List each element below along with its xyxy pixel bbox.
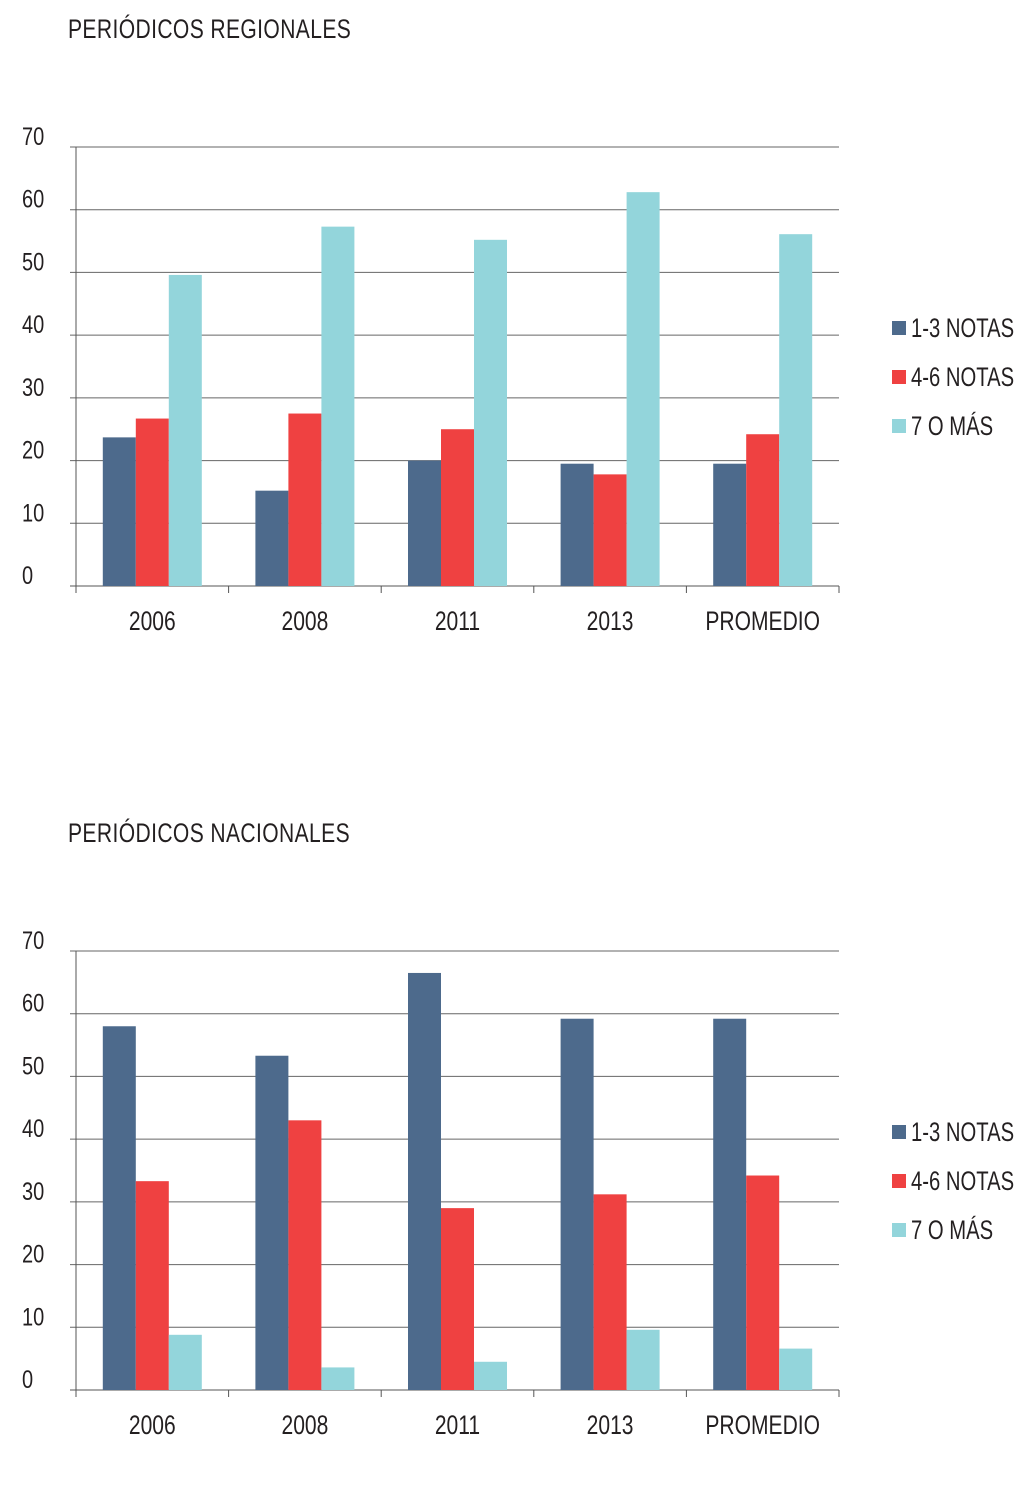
bar-2 <box>441 1208 474 1390</box>
chart-title: PERIÓDICOS NACIONALES <box>68 818 351 848</box>
bar-2 <box>135 1181 169 1390</box>
bar-3 <box>779 234 813 586</box>
bar-2 <box>288 1120 322 1390</box>
x-tick-label: 2006 <box>129 1411 176 1437</box>
bar-1 <box>102 1026 136 1390</box>
chart-plot: 0 10 20 30 40 50 60 70 2006 2008 2011 2013 PROMEDIO <box>22 123 840 637</box>
bar-3 <box>168 274 202 586</box>
bar-3 <box>779 1348 813 1390</box>
y-tick-label: 60 <box>22 990 44 1018</box>
y-tick-label: 20 <box>22 1240 44 1268</box>
bar-3 <box>168 1334 202 1390</box>
x-tick-label: 2013 <box>587 1411 634 1437</box>
legend-item-7-o-mas: 7 O MÁS <box>892 411 1017 441</box>
y-tick-label: 10 <box>22 1303 44 1331</box>
bar-1 <box>713 1018 747 1390</box>
legend-item-1-3-notas: 1-3 NOTAS <box>892 313 1017 343</box>
y-tick-label: 0 <box>22 562 33 590</box>
bar-3 <box>626 1329 660 1390</box>
bar-2 <box>441 429 474 586</box>
legend-item-1-3-notas: 1-3 NOTAS <box>892 1117 1017 1147</box>
bar-3 <box>321 1367 355 1390</box>
x-tick-label: PROMEDIO <box>705 607 820 637</box>
chart-plot: 0 10 20 30 40 50 60 70 2006 2008 2011 2013 PROMEDIO <box>22 927 840 1437</box>
bar-3 <box>321 226 355 586</box>
x-tick-label: 2008 <box>281 607 328 637</box>
bar-1 <box>255 490 289 586</box>
y-tick-label: 70 <box>22 927 44 955</box>
chart-nacionales: PERIÓDICOS NACIONALES 0 10 20 30 40 50 60 70 200… <box>0 804 1017 1504</box>
legend-swatch <box>892 1125 906 1139</box>
y-tick-label: 70 <box>22 123 44 151</box>
bar-2 <box>593 474 627 586</box>
bar-3 <box>626 192 660 586</box>
bar-1 <box>408 460 441 586</box>
legend-label: 1-3 NOTAS <box>911 312 1015 343</box>
chart-regionales: PERIÓDICOS REGIONALES 0 10 20 30 40 50 60 70 200… <box>0 0 1017 700</box>
bar-3 <box>474 239 507 586</box>
legend-swatch <box>892 1174 906 1188</box>
legend-swatch <box>892 321 906 335</box>
bar-2 <box>135 418 169 586</box>
y-tick-label: 0 <box>22 1366 33 1394</box>
x-tick-label: 2006 <box>129 607 176 637</box>
y-tick-label: 30 <box>22 1178 44 1206</box>
legend-label: 7 O MÁS <box>911 1214 994 1245</box>
bar-2 <box>593 1194 627 1390</box>
x-tick-label: 2011 <box>435 607 480 637</box>
chart-title: PERIÓDICOS REGIONALES <box>68 14 352 44</box>
y-tick-label: 50 <box>22 248 44 276</box>
bar-1 <box>560 463 594 586</box>
legend-swatch <box>892 1223 906 1237</box>
legend-swatch <box>892 370 906 384</box>
x-tick-label: 2008 <box>281 1411 328 1437</box>
y-tick-label: 20 <box>22 436 44 464</box>
bar-3 <box>474 1361 507 1390</box>
legend-label: 7 O MÁS <box>911 410 994 441</box>
x-tick-label: 2011 <box>435 1411 480 1437</box>
bar-1 <box>102 437 136 586</box>
bar-2 <box>746 1175 780 1390</box>
y-tick-label: 60 <box>22 186 44 214</box>
legend-label: 4-6 NOTAS <box>911 361 1015 392</box>
legend-item-4-6-notas: 4-6 NOTAS <box>892 362 1017 392</box>
legend-label: 1-3 NOTAS <box>911 1116 1015 1147</box>
bar-1 <box>560 1018 594 1390</box>
legend-item-7-o-mas: 7 O MÁS <box>892 1215 1017 1245</box>
bar-1 <box>713 463 747 586</box>
bar-1 <box>408 972 441 1390</box>
y-tick-label: 40 <box>22 1115 44 1143</box>
legend-item-4-6-notas: 4-6 NOTAS <box>892 1166 1017 1196</box>
bar-1 <box>255 1055 289 1390</box>
x-tick-label: 2013 <box>587 607 634 637</box>
y-tick-label: 10 <box>22 499 44 527</box>
x-tick-label: PROMEDIO <box>705 1411 820 1437</box>
bar-2 <box>288 413 322 586</box>
bar-2 <box>746 434 780 586</box>
legend-swatch <box>892 419 906 433</box>
legend-label: 4-6 NOTAS <box>911 1165 1015 1196</box>
y-tick-label: 50 <box>22 1052 44 1080</box>
y-tick-label: 40 <box>22 311 44 339</box>
y-tick-label: 30 <box>22 374 44 402</box>
